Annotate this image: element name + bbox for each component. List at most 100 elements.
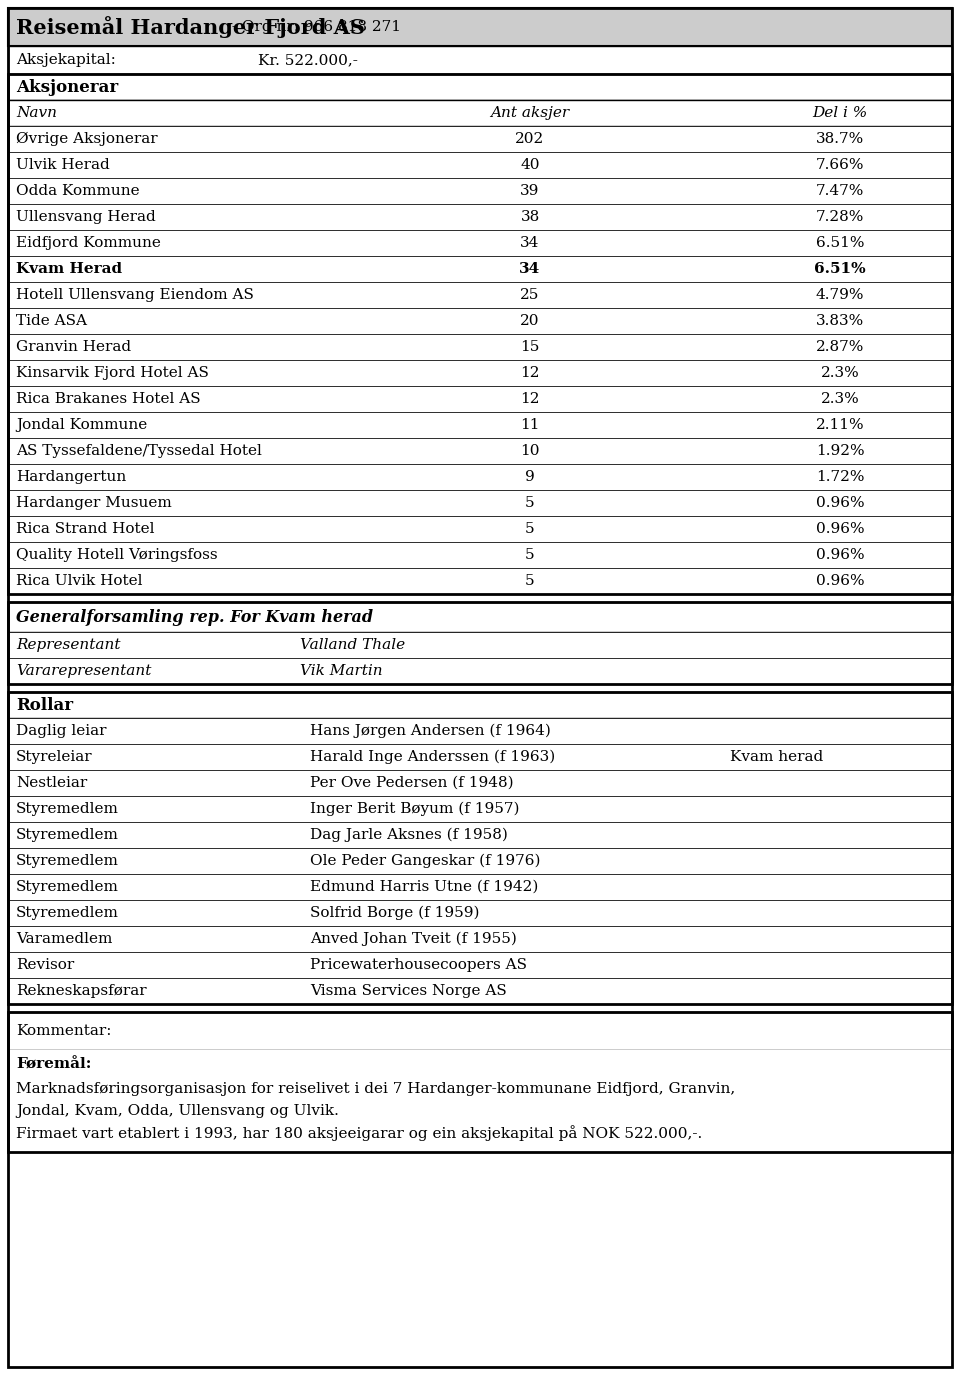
Text: Rica Ulvik Hotel: Rica Ulvik Hotel <box>16 573 142 588</box>
FancyBboxPatch shape <box>8 204 952 230</box>
Text: 4.79%: 4.79% <box>816 287 864 302</box>
FancyBboxPatch shape <box>8 439 952 463</box>
Text: Styremedlem: Styremedlem <box>16 802 119 815</box>
Text: Solfrid Borge (f 1959): Solfrid Borge (f 1959) <box>310 906 479 920</box>
Text: Aksjonerar: Aksjonerar <box>16 78 118 95</box>
Text: Navn: Navn <box>16 106 57 120</box>
FancyBboxPatch shape <box>8 308 952 334</box>
FancyBboxPatch shape <box>8 602 952 632</box>
Text: Granvin Herad: Granvin Herad <box>16 340 132 353</box>
Text: Harald Inge Anderssen (f 1963): Harald Inge Anderssen (f 1963) <box>310 749 555 764</box>
FancyBboxPatch shape <box>8 516 952 542</box>
Text: Valland Thale: Valland Thale <box>300 638 405 652</box>
Text: 10: 10 <box>520 444 540 458</box>
Text: Daglig leiar: Daglig leiar <box>16 725 107 738</box>
FancyBboxPatch shape <box>8 822 952 848</box>
FancyBboxPatch shape <box>8 386 952 412</box>
FancyBboxPatch shape <box>8 692 952 718</box>
Text: Representant: Representant <box>16 638 121 652</box>
Text: Vik Martin: Vik Martin <box>300 664 383 678</box>
FancyBboxPatch shape <box>8 1100 952 1122</box>
Text: 0.96%: 0.96% <box>816 522 864 536</box>
Text: Ullensvang Herad: Ullensvang Herad <box>16 210 156 224</box>
FancyBboxPatch shape <box>8 718 952 744</box>
Text: Visma Services Norge AS: Visma Services Norge AS <box>310 984 507 998</box>
FancyBboxPatch shape <box>8 744 952 770</box>
Text: 39: 39 <box>520 184 540 198</box>
Text: Tide ASA: Tide ASA <box>16 314 87 329</box>
FancyBboxPatch shape <box>8 463 952 490</box>
FancyBboxPatch shape <box>8 100 952 126</box>
Text: Styremedlem: Styremedlem <box>16 828 119 842</box>
Text: 5: 5 <box>525 573 535 588</box>
Text: 15: 15 <box>520 340 540 353</box>
Text: Styremedlem: Styremedlem <box>16 854 119 868</box>
Text: Styremedlem: Styremedlem <box>16 906 119 920</box>
Text: Vararepresentant: Vararepresentant <box>16 664 152 678</box>
Text: Anved Johan Tveit (f 1955): Anved Johan Tveit (f 1955) <box>310 932 516 946</box>
Text: Reisemål Hardanger Fjord AS: Reisemål Hardanger Fjord AS <box>16 16 365 38</box>
FancyBboxPatch shape <box>8 74 952 100</box>
Text: Hans Jørgen Andersen (f 1964): Hans Jørgen Andersen (f 1964) <box>310 723 551 738</box>
Text: Føremål:: Føremål: <box>16 1057 91 1071</box>
Text: Pricewaterhousecoopers AS: Pricewaterhousecoopers AS <box>310 958 527 972</box>
Text: Kvam herad: Kvam herad <box>730 749 824 764</box>
Text: Eidfjord Kommune: Eidfjord Kommune <box>16 236 161 250</box>
FancyBboxPatch shape <box>8 770 952 796</box>
Text: 1.92%: 1.92% <box>816 444 864 458</box>
Text: 2.3%: 2.3% <box>821 392 859 406</box>
FancyBboxPatch shape <box>8 334 952 360</box>
Text: 38: 38 <box>520 210 540 224</box>
Text: 34: 34 <box>520 236 540 250</box>
Text: Marknadsføringsorganisasjon for reiselivet i dei 7 Hardanger-kommunane Eidfjord,: Marknadsføringsorganisasjon for reiseliv… <box>16 1082 735 1096</box>
FancyBboxPatch shape <box>8 230 952 256</box>
Text: 11: 11 <box>520 418 540 432</box>
Text: 38.7%: 38.7% <box>816 132 864 146</box>
Text: Kommentar:: Kommentar: <box>16 1024 111 1038</box>
Text: 9: 9 <box>525 470 535 484</box>
Text: Jondal Kommune: Jondal Kommune <box>16 418 147 432</box>
Text: 3.83%: 3.83% <box>816 314 864 329</box>
Text: 6.51%: 6.51% <box>816 236 864 250</box>
FancyBboxPatch shape <box>8 542 952 568</box>
Text: 202: 202 <box>516 132 544 146</box>
Text: 6.51%: 6.51% <box>814 263 866 276</box>
FancyBboxPatch shape <box>8 45 952 74</box>
Text: Quality Hotell Vøringsfoss: Quality Hotell Vøringsfoss <box>16 549 218 562</box>
FancyBboxPatch shape <box>8 1078 952 1100</box>
Text: 12: 12 <box>520 366 540 380</box>
FancyBboxPatch shape <box>8 490 952 516</box>
FancyBboxPatch shape <box>8 901 952 925</box>
Text: 7.47%: 7.47% <box>816 184 864 198</box>
FancyBboxPatch shape <box>8 632 952 659</box>
Text: - Org nr: 966 818 271: - Org nr: 966 818 271 <box>227 21 400 34</box>
Text: Styremedlem: Styremedlem <box>16 880 119 894</box>
FancyBboxPatch shape <box>8 796 952 822</box>
Text: Rica Brakanes Hotel AS: Rica Brakanes Hotel AS <box>16 392 201 406</box>
Text: 0.96%: 0.96% <box>816 496 864 510</box>
Text: 5: 5 <box>525 496 535 510</box>
Text: 7.28%: 7.28% <box>816 210 864 224</box>
Text: Ole Peder Gangeskar (f 1976): Ole Peder Gangeskar (f 1976) <box>310 854 540 868</box>
FancyBboxPatch shape <box>8 659 952 683</box>
Text: 1.72%: 1.72% <box>816 470 864 484</box>
Text: 25: 25 <box>520 287 540 302</box>
FancyBboxPatch shape <box>8 256 952 282</box>
Text: Revisor: Revisor <box>16 958 74 972</box>
Text: 5: 5 <box>525 522 535 536</box>
Text: Rekneskapsførar: Rekneskapsførar <box>16 984 147 998</box>
FancyBboxPatch shape <box>8 568 952 594</box>
Text: Nestleiar: Nestleiar <box>16 775 87 791</box>
FancyBboxPatch shape <box>8 8 952 45</box>
FancyBboxPatch shape <box>8 951 952 978</box>
Text: Per Ove Pedersen (f 1948): Per Ove Pedersen (f 1948) <box>310 775 514 791</box>
Text: Rica Strand Hotel: Rica Strand Hotel <box>16 522 155 536</box>
Text: Kr. 522.000,-: Kr. 522.000,- <box>258 54 358 67</box>
FancyBboxPatch shape <box>8 126 952 153</box>
Text: 7.66%: 7.66% <box>816 158 864 172</box>
Text: Kvam Herad: Kvam Herad <box>16 263 122 276</box>
Text: Dag Jarle Aksnes (f 1958): Dag Jarle Aksnes (f 1958) <box>310 828 508 843</box>
Text: Hotell Ullensvang Eiendom AS: Hotell Ullensvang Eiendom AS <box>16 287 253 302</box>
FancyBboxPatch shape <box>8 874 952 901</box>
Text: Øvrige Aksjonerar: Øvrige Aksjonerar <box>16 132 157 146</box>
